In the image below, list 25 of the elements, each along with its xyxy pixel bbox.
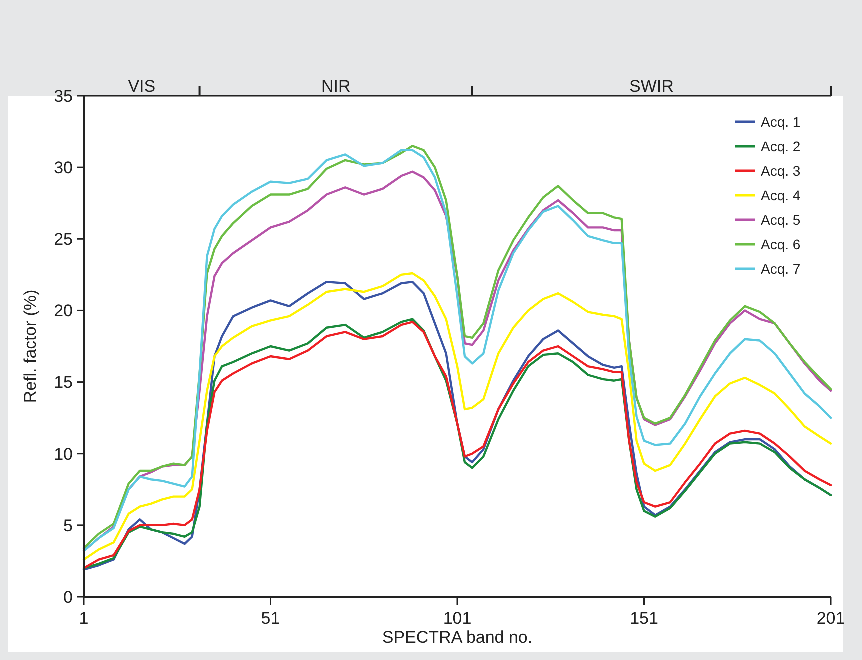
legend-label: Acq. 5: [761, 212, 801, 228]
legend-label: Acq. 7: [761, 260, 801, 277]
x-tick-label: 201: [816, 609, 846, 628]
annotation: VIS: [128, 77, 156, 96]
y-axis-title: Refl. factor (%): [21, 290, 40, 404]
legend-label: Acq. 1: [761, 114, 801, 130]
x-tick-label: 101: [443, 609, 472, 628]
legend-label: Acq. 6: [761, 236, 801, 252]
y-tick-label: 25: [54, 230, 73, 250]
y-tick-label: 20: [54, 302, 73, 321]
legend-label: Acq. 3: [761, 162, 801, 179]
y-tick-label: 0: [64, 588, 73, 607]
x-tick-label: 151: [630, 609, 658, 628]
annotation: SWIR: [630, 77, 674, 96]
x-axis-title: SPECTRA band no.: [382, 628, 533, 647]
legend-label: Acq. 4: [761, 187, 801, 204]
y-tick-label: 15: [54, 373, 73, 392]
x-tick-label: 1: [79, 609, 89, 628]
legend-label: Acq. 2: [761, 138, 801, 154]
y-tick-label: 10: [54, 444, 73, 464]
x-tick-label: 51: [261, 609, 280, 628]
annotation: NIR: [321, 77, 351, 96]
y-tick-label: 5: [64, 516, 73, 536]
y-tick-label: 30: [54, 158, 73, 178]
y-tick-label: 35: [54, 86, 73, 106]
